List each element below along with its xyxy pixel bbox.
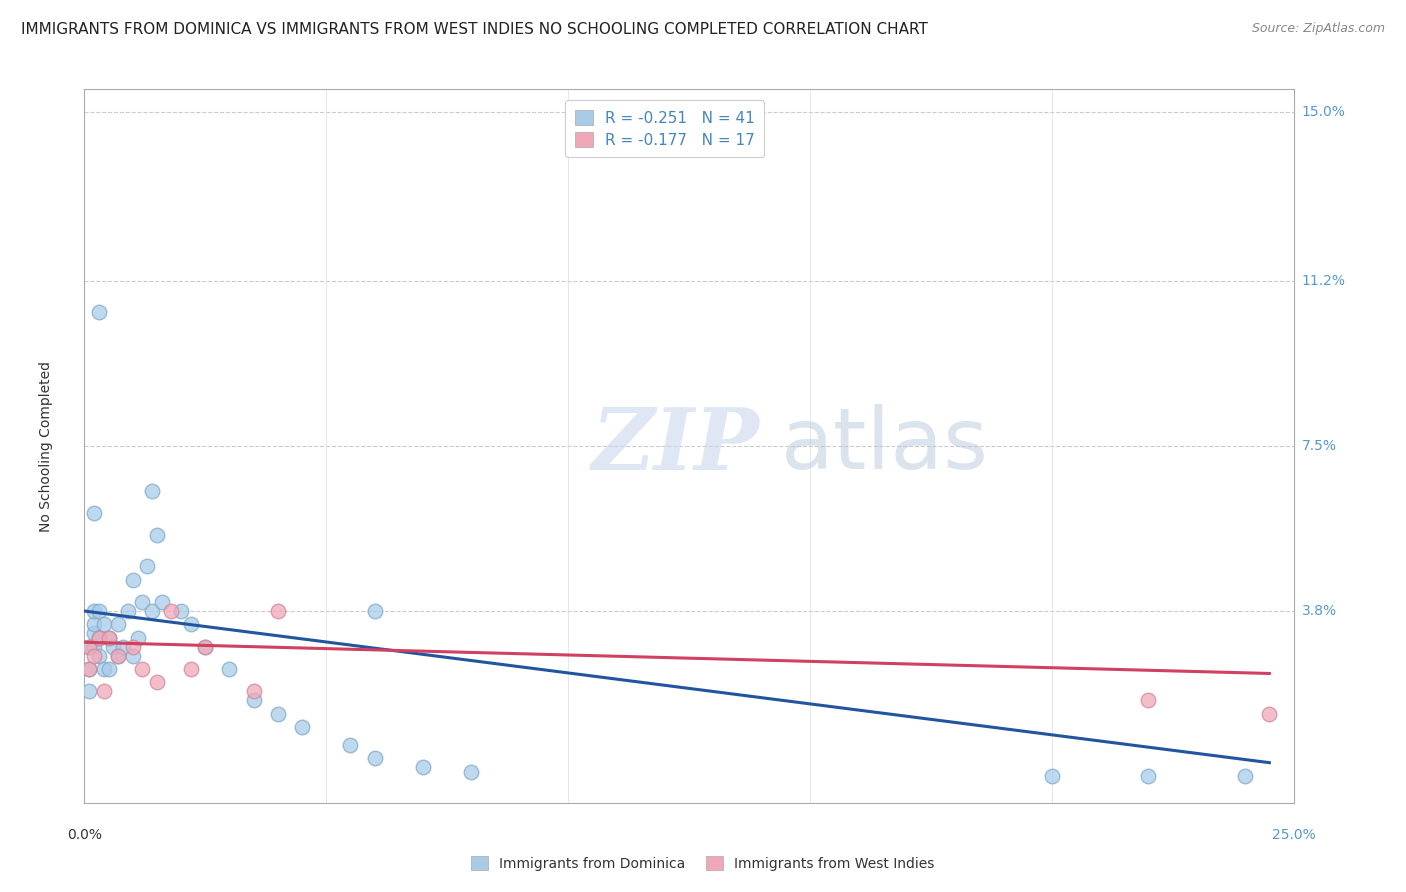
Point — [194, 640, 217, 654]
Point — [267, 706, 290, 721]
Point — [1234, 769, 1257, 783]
Point — [121, 648, 143, 663]
Text: 0.0%: 0.0% — [67, 828, 101, 842]
Point — [141, 483, 163, 498]
Point — [83, 604, 105, 618]
Point — [127, 631, 149, 645]
Point — [87, 631, 110, 645]
Point — [242, 684, 264, 698]
Point — [136, 559, 159, 574]
Point — [77, 662, 100, 676]
Text: atlas: atlas — [780, 404, 988, 488]
Point — [121, 573, 143, 587]
Point — [83, 648, 105, 663]
Text: 15.0%: 15.0% — [1302, 104, 1346, 119]
Point — [363, 604, 385, 618]
Text: No Schooling Completed: No Schooling Completed — [39, 360, 52, 532]
Point — [363, 751, 385, 765]
Point — [83, 640, 105, 654]
Point — [180, 617, 202, 632]
Text: IMMIGRANTS FROM DOMINICA VS IMMIGRANTS FROM WEST INDIES NO SCHOOLING COMPLETED C: IMMIGRANTS FROM DOMINICA VS IMMIGRANTS F… — [21, 22, 928, 37]
Point — [107, 617, 129, 632]
Point — [97, 631, 120, 645]
Point — [77, 684, 100, 698]
Point — [160, 604, 183, 618]
Point — [180, 662, 202, 676]
Legend: Immigrants from Dominica, Immigrants from West Indies: Immigrants from Dominica, Immigrants fro… — [465, 850, 941, 876]
Point — [93, 684, 115, 698]
Point — [97, 631, 120, 645]
Point — [131, 595, 153, 609]
Point — [291, 720, 314, 734]
Text: 25.0%: 25.0% — [1271, 828, 1316, 842]
Point — [1040, 769, 1063, 783]
Point — [87, 648, 110, 663]
Point — [83, 626, 105, 640]
Point — [267, 604, 290, 618]
Point — [194, 640, 217, 654]
Point — [121, 640, 143, 654]
Point — [93, 662, 115, 676]
Text: 7.5%: 7.5% — [1302, 439, 1337, 453]
Point — [242, 693, 264, 707]
Point — [87, 604, 110, 618]
Point — [107, 648, 129, 663]
Point — [146, 675, 169, 690]
Text: Source: ZipAtlas.com: Source: ZipAtlas.com — [1251, 22, 1385, 36]
Point — [83, 506, 105, 520]
Point — [103, 640, 125, 654]
Point — [150, 595, 173, 609]
Text: 3.8%: 3.8% — [1302, 604, 1337, 618]
Point — [1137, 693, 1160, 707]
Point — [87, 305, 110, 319]
Point — [107, 648, 129, 663]
Point — [1137, 769, 1160, 783]
Point — [87, 631, 110, 645]
Point — [1258, 706, 1281, 721]
Point — [146, 528, 169, 542]
Point — [112, 640, 135, 654]
Point — [93, 617, 115, 632]
Point — [77, 640, 100, 654]
Text: 11.2%: 11.2% — [1302, 274, 1346, 288]
Point — [170, 604, 193, 618]
Point — [141, 604, 163, 618]
Legend: R = -0.251   N = 41, R = -0.177   N = 17: R = -0.251 N = 41, R = -0.177 N = 17 — [565, 101, 763, 157]
Point — [218, 662, 240, 676]
Point — [117, 604, 139, 618]
Point — [83, 617, 105, 632]
Point — [339, 738, 361, 752]
Point — [77, 640, 100, 654]
Point — [77, 662, 100, 676]
Text: ZIP: ZIP — [592, 404, 761, 488]
Point — [412, 760, 434, 774]
Point — [131, 662, 153, 676]
Point — [97, 662, 120, 676]
Point — [460, 764, 482, 779]
